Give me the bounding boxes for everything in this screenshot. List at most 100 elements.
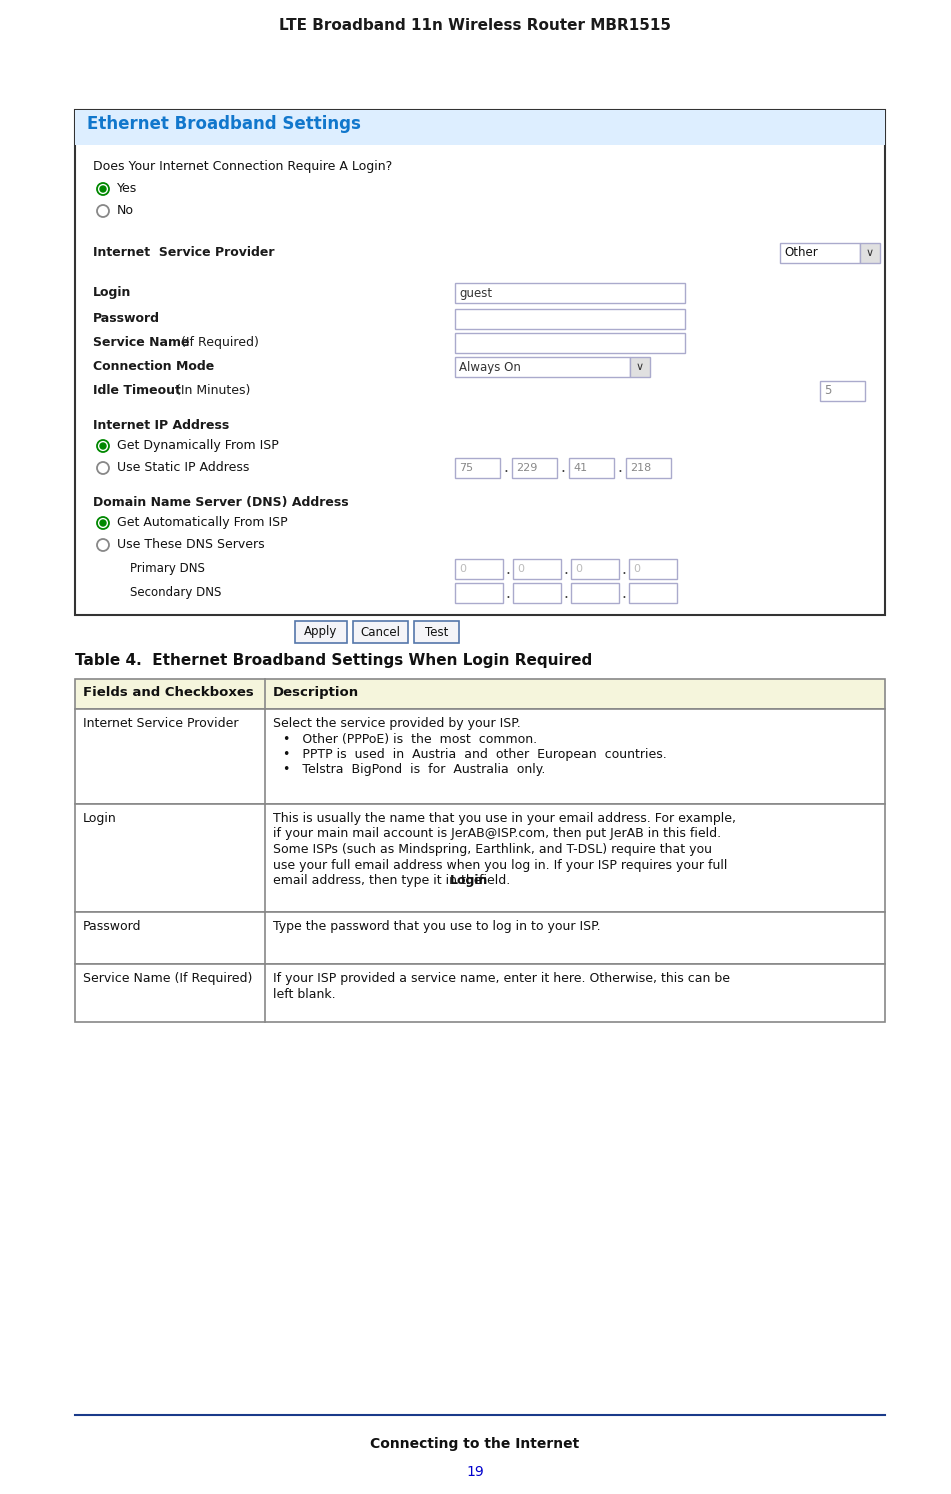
Text: Get Dynamically From ISP: Get Dynamically From ISP	[117, 439, 279, 453]
Bar	[860, 244, 880, 263]
Text: Login: Login	[450, 874, 488, 887]
Text: email address, then type it in the: email address, then type it in the	[273, 874, 486, 887]
Text: if your main mail account is JerAB@ISP.com, then put JerAB in this field.: if your main mail account is JerAB@ISP.c…	[273, 828, 721, 841]
Text: Does Your Internet Connection Require A Login?: Does Your Internet Connection Require A …	[93, 160, 392, 173]
Text: Internet  Service Provider: Internet Service Provider	[93, 247, 275, 258]
Bar	[629, 583, 677, 604]
Bar	[455, 559, 503, 580]
Circle shape	[97, 182, 109, 196]
Bar	[820, 381, 865, 400]
Text: Yes: Yes	[117, 182, 137, 196]
Bar	[455, 459, 500, 478]
Bar	[353, 622, 408, 642]
Bar	[75, 678, 885, 710]
Bar	[513, 583, 561, 604]
Text: .: .	[563, 586, 568, 601]
Text: Connection Mode: Connection Mode	[93, 360, 214, 374]
Text: No: No	[117, 205, 134, 217]
Text: Connecting to the Internet: Connecting to the Internet	[370, 1437, 579, 1451]
Bar	[455, 333, 685, 353]
Circle shape	[97, 205, 109, 217]
Text: (If Required): (If Required)	[177, 336, 259, 350]
Text: Use Static IP Address: Use Static IP Address	[117, 462, 249, 474]
Text: .: .	[621, 586, 626, 601]
Bar	[75, 111, 885, 616]
Text: .: .	[505, 562, 510, 577]
Text: 19: 19	[466, 1466, 484, 1479]
Text: Service Name (If Required): Service Name (If Required)	[83, 973, 252, 985]
Bar	[75, 111, 885, 145]
Text: ∨: ∨	[636, 362, 644, 372]
Bar	[75, 804, 885, 911]
Text: Table 4.  Ethernet Broadband Settings When Login Required: Table 4. Ethernet Broadband Settings Whe…	[75, 653, 592, 668]
Text: left blank.: left blank.	[273, 988, 336, 1001]
Bar	[75, 710, 885, 804]
Text: guest: guest	[459, 287, 492, 299]
Text: Select the service provided by your ISP.: Select the service provided by your ISP.	[273, 717, 521, 731]
Bar	[513, 559, 561, 580]
Bar	[626, 459, 671, 478]
Text: Secondary DNS: Secondary DNS	[130, 586, 222, 599]
Text: •   Other (PPPoE) is  the  most  common.: • Other (PPPoE) is the most common.	[283, 732, 537, 746]
Circle shape	[100, 444, 106, 450]
Text: .: .	[621, 562, 626, 577]
Bar	[629, 559, 677, 580]
Bar	[512, 459, 557, 478]
Text: 0: 0	[517, 565, 524, 574]
Text: .: .	[505, 586, 510, 601]
Circle shape	[100, 185, 106, 193]
Text: Ethernet Broadband Settings: Ethernet Broadband Settings	[87, 115, 360, 133]
Bar	[414, 622, 459, 642]
Circle shape	[97, 441, 109, 453]
Text: Password: Password	[83, 920, 142, 932]
Bar	[571, 559, 619, 580]
Text: Always On: Always On	[459, 360, 521, 374]
Text: Other: Other	[784, 247, 818, 260]
Text: 5: 5	[824, 384, 831, 397]
Bar	[455, 583, 503, 604]
Bar	[455, 357, 630, 376]
Text: LTE Broadband 11n Wireless Router MBR1515: LTE Broadband 11n Wireless Router MBR151…	[279, 18, 671, 33]
Text: field.: field.	[475, 874, 511, 887]
Text: This is usually the name that you use in your email address. For example,: This is usually the name that you use in…	[273, 813, 736, 825]
Text: 0: 0	[575, 565, 582, 574]
Text: If your ISP provided a service name, enter it here. Otherwise, this can be: If your ISP provided a service name, ent…	[273, 973, 730, 985]
Text: Idle Timeout: Idle Timeout	[93, 384, 181, 397]
Text: Fields and Checkboxes: Fields and Checkboxes	[83, 686, 254, 699]
Text: Test: Test	[425, 626, 448, 638]
Text: Description: Description	[273, 686, 359, 699]
Text: (In Minutes): (In Minutes)	[172, 384, 250, 397]
Text: use your full email address when you log in. If your ISP requires your full: use your full email address when you log…	[273, 859, 728, 871]
Text: Password: Password	[93, 312, 160, 326]
Circle shape	[97, 462, 109, 474]
Text: Type the password that you use to log in to your ISP.: Type the password that you use to log in…	[273, 920, 601, 932]
Text: Internet IP Address: Internet IP Address	[93, 418, 229, 432]
Circle shape	[100, 520, 106, 526]
Text: Some ISPs (such as Mindspring, Earthlink, and T-DSL) require that you: Some ISPs (such as Mindspring, Earthlink…	[273, 843, 712, 856]
Text: .: .	[503, 460, 508, 475]
Text: •   PPTP is  used  in  Austria  and  other  European  countries.: • PPTP is used in Austria and other Euro…	[283, 748, 667, 760]
Text: Login: Login	[93, 285, 131, 299]
Bar	[295, 622, 347, 642]
Text: 229: 229	[516, 463, 537, 474]
Text: Use These DNS Servers: Use These DNS Servers	[117, 538, 264, 551]
Text: Service Name: Service Name	[93, 336, 189, 350]
Text: Domain Name Server (DNS) Address: Domain Name Server (DNS) Address	[93, 496, 349, 509]
Circle shape	[97, 517, 109, 529]
Text: •   Telstra  BigPond  is  for  Australia  only.: • Telstra BigPond is for Australia only.	[283, 763, 545, 777]
Bar	[571, 583, 619, 604]
Text: 218: 218	[630, 463, 651, 474]
Bar	[569, 459, 614, 478]
Text: .: .	[560, 460, 565, 475]
Text: Login: Login	[83, 813, 117, 825]
Text: .: .	[563, 562, 568, 577]
Text: 0: 0	[459, 565, 466, 574]
Bar	[455, 282, 685, 303]
Text: 41: 41	[573, 463, 587, 474]
Text: ∨: ∨	[866, 248, 874, 258]
Bar	[455, 309, 685, 329]
Text: Primary DNS: Primary DNS	[130, 562, 204, 575]
Bar	[75, 964, 885, 1022]
Text: Internet Service Provider: Internet Service Provider	[83, 717, 239, 731]
Text: 75: 75	[459, 463, 474, 474]
